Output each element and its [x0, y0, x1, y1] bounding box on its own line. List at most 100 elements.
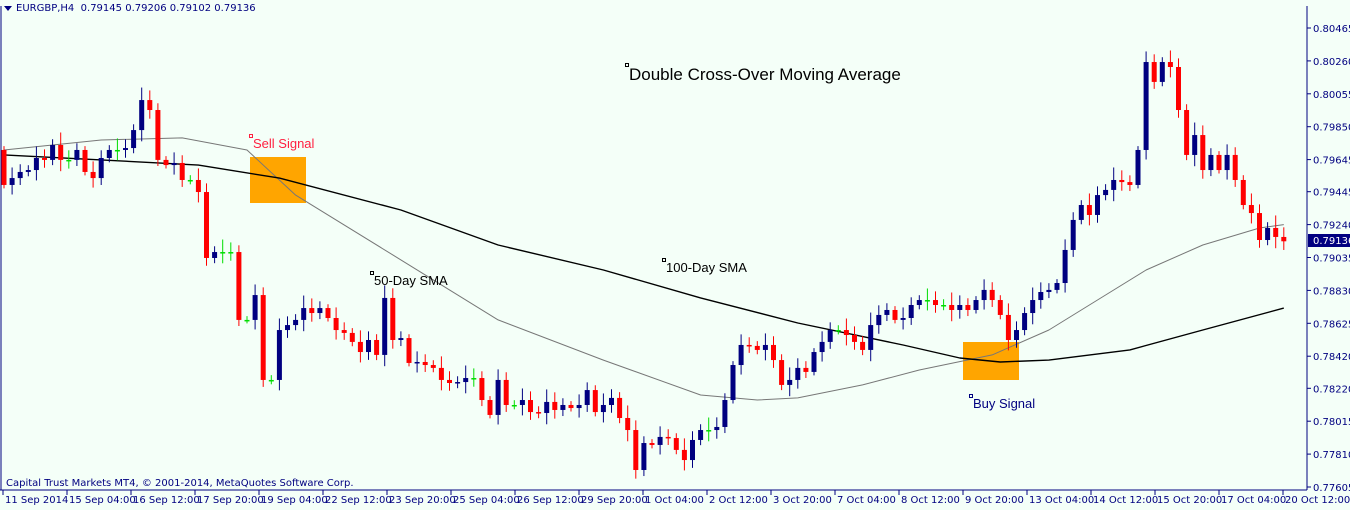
- candle-body: [325, 308, 331, 319]
- candle: [1273, 215, 1279, 249]
- candle-body: [1086, 205, 1092, 215]
- candle-body: [471, 378, 477, 380]
- candle-body: [673, 438, 679, 450]
- candle-body: [390, 297, 396, 340]
- candle-body: [430, 365, 436, 368]
- candle-body: [795, 367, 801, 380]
- candle: [357, 330, 363, 363]
- time-tick-label: 7 Oct 04:00: [837, 495, 896, 506]
- candle: [1030, 287, 1036, 325]
- candle: [536, 406, 542, 419]
- time-tick-label: 9 Oct 20:00: [965, 495, 1024, 506]
- candle: [1022, 307, 1028, 336]
- candle: [195, 168, 201, 203]
- candle: [58, 132, 64, 172]
- candle-body: [131, 130, 137, 149]
- candle: [341, 322, 347, 340]
- buy-signal-annotation[interactable]: Buy Signal: [969, 394, 1035, 411]
- sell-signal-annotation[interactable]: Sell Signal: [249, 134, 314, 151]
- anchor-icon: [662, 258, 666, 262]
- candle: [673, 433, 679, 455]
- candle-body: [17, 171, 23, 179]
- candle: [463, 365, 469, 394]
- chart-title-text: Double Cross-Over Moving Average: [629, 65, 901, 84]
- candle: [957, 295, 963, 319]
- candle: [236, 245, 242, 326]
- candle: [1135, 146, 1141, 189]
- candle: [1143, 51, 1149, 160]
- candle: [900, 307, 906, 330]
- candle: [762, 333, 768, 361]
- candle-body: [900, 318, 906, 320]
- candle: [317, 301, 323, 320]
- candle: [884, 303, 890, 322]
- candle-body: [106, 149, 112, 158]
- candle: [1070, 212, 1076, 257]
- candle: [114, 138, 120, 161]
- candle: [285, 316, 290, 338]
- candle-body: [268, 379, 274, 382]
- candle-body: [1216, 154, 1222, 171]
- sma100-line: [3, 154, 1284, 363]
- candle: [1086, 193, 1092, 226]
- candle-body: [519, 400, 525, 405]
- price-tick-label: 0.79645: [1313, 156, 1350, 167]
- candle-body: [204, 192, 209, 258]
- candle-body: [819, 341, 825, 353]
- candle-body: [1232, 154, 1238, 180]
- candle: [1005, 303, 1011, 351]
- candle-body: [617, 397, 623, 418]
- candle-body: [414, 361, 420, 364]
- candle-body: [187, 179, 193, 182]
- candle: [819, 331, 825, 362]
- candle: [852, 326, 857, 350]
- candle-body: [649, 443, 655, 445]
- candle: [989, 282, 995, 307]
- candle-body: [1078, 205, 1084, 220]
- candle-body: [843, 330, 849, 336]
- collapse-triangle-icon[interactable]: [4, 5, 12, 11]
- candle-body: [657, 436, 663, 445]
- candle: [552, 392, 558, 419]
- candle: [171, 152, 177, 175]
- candle-body: [139, 100, 145, 131]
- candle: [868, 312, 874, 362]
- sma50-annotation[interactable]: 50-Day SMA: [370, 271, 448, 288]
- price-tick-label: 0.80465: [1313, 24, 1350, 35]
- time-tick-label: 22 Sep 12:00: [325, 495, 392, 506]
- candle: [204, 183, 209, 266]
- candle-body: [276, 330, 282, 380]
- candle-body: [301, 308, 307, 320]
- candle: [147, 90, 153, 119]
- candle: [82, 146, 88, 176]
- sma100-annotation[interactable]: 100-Day SMA: [662, 258, 747, 275]
- candle-body: [260, 295, 266, 380]
- candle: [1281, 227, 1287, 250]
- candle: [276, 318, 282, 391]
- candle-body: [916, 300, 922, 306]
- candle: [1248, 193, 1254, 224]
- candle-body: [1184, 110, 1190, 155]
- candle: [649, 439, 655, 449]
- candle: [495, 369, 501, 425]
- candle-body: [1119, 179, 1125, 183]
- candle-body: [495, 379, 501, 415]
- chart-title-annotation[interactable]: Double Cross-Over Moving Average: [625, 63, 901, 85]
- candle: [74, 143, 80, 166]
- candle-body: [698, 430, 704, 440]
- copyright-text: Capital Trust Markets MT4, © 2001-2014, …: [6, 478, 354, 489]
- ohlc-open: 0.79145: [80, 3, 123, 14]
- candle-body: [722, 400, 728, 427]
- candle-body: [965, 305, 971, 310]
- candle-body: [155, 110, 161, 160]
- candle-body: [82, 149, 88, 172]
